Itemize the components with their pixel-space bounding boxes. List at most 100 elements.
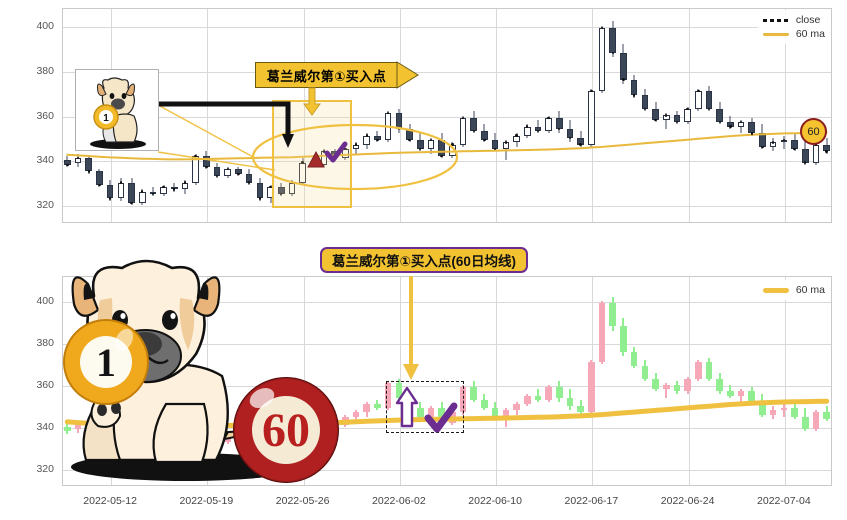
- candlestick: [352, 410, 360, 421]
- candle-body: [64, 427, 71, 432]
- candle-body: [673, 385, 681, 392]
- close-dot: [643, 107, 647, 110]
- close-dot: [66, 163, 69, 166]
- candlestick: [652, 372, 659, 392]
- close-dot: [247, 181, 251, 184]
- candle-body: [684, 378, 691, 392]
- close-dot: [98, 183, 101, 187]
- close-dot: [108, 197, 112, 200]
- gridline-horizontal: [63, 116, 831, 118]
- candle-wick: [665, 113, 667, 129]
- dotted-line-icon: [762, 15, 790, 25]
- bottom-legend: 60 ma: [757, 280, 831, 300]
- candlestick: [630, 347, 638, 369]
- x-tick-label: 2022-05-19: [179, 495, 234, 507]
- y-tick-label: 320: [36, 199, 54, 212]
- top-ma-line: [66, 131, 828, 161]
- legend-label-close: close: [795, 14, 821, 26]
- candle-body: [502, 410, 510, 417]
- close-dot: [365, 134, 368, 137]
- close-dot: [515, 134, 518, 137]
- close-dot: [632, 94, 636, 97]
- dog-with-ball-1-icon: 1: [90, 77, 146, 149]
- close-dot: [675, 121, 679, 124]
- gridline-vertical: [303, 9, 305, 222]
- candlestick: [481, 393, 488, 411]
- candlestick: [695, 360, 702, 381]
- candle-body: [438, 408, 445, 423]
- candle-body: [620, 326, 627, 352]
- bottom-callout-arrow-icon: [403, 276, 419, 380]
- candle-body: [630, 351, 638, 367]
- candle-body: [695, 362, 702, 379]
- gridline-horizontal: [63, 71, 831, 73]
- close-dot: [579, 143, 582, 146]
- close-dot: [493, 147, 497, 151]
- close-dot: [526, 125, 529, 128]
- bottom-chart-title-label: 葛兰威尔第①买入点(60日均线): [332, 254, 516, 269]
- close-dot: [162, 185, 165, 189]
- close-dot: [76, 156, 80, 160]
- close-dot: [782, 138, 786, 142]
- close-dot: [205, 165, 208, 169]
- close-dot: [173, 188, 176, 191]
- close-dot: [386, 112, 390, 115]
- bottom-dog-illustration: 1 60: [63, 259, 339, 483]
- candlestick: [748, 387, 756, 405]
- close-dot: [301, 161, 304, 164]
- svg-text:1: 1: [96, 340, 116, 385]
- close-dot: [793, 147, 796, 151]
- close-dot: [729, 125, 732, 128]
- gridline-vertical: [496, 9, 498, 222]
- candle-body: [737, 391, 745, 396]
- close-dot: [600, 26, 604, 30]
- close-dot: [590, 89, 593, 93]
- close-dot: [130, 201, 133, 205]
- candlestick: [523, 393, 531, 407]
- bottom-chart-panel: 320 340 360 380 400 2022-05-12 2022-05-19 2022…: [0, 246, 847, 520]
- candle-wick: [782, 404, 785, 417]
- candle-wick: [783, 135, 785, 150]
- gridline-horizontal: [63, 206, 831, 208]
- close-dot: [697, 89, 700, 93]
- top-dog-thumbnail: 1: [75, 69, 159, 151]
- candlestick: [491, 402, 499, 419]
- gridline-horizontal: [63, 161, 831, 163]
- close-dot: [344, 147, 347, 151]
- candle-body: [609, 303, 617, 327]
- bottom-highlight-rect: [386, 381, 464, 433]
- candlestick: [780, 404, 788, 417]
- x-tick-label: 2022-06-02: [372, 495, 426, 507]
- legend-item-60ma: 60 ma: [762, 27, 825, 41]
- gridline-horizontal: [63, 386, 831, 388]
- candlestick: [716, 372, 724, 394]
- candlestick: [513, 402, 520, 415]
- candle-body: [716, 378, 724, 392]
- close-dot: [483, 138, 486, 142]
- candlestick: [727, 385, 734, 398]
- top-legend: close 60 ma: [757, 10, 831, 44]
- legend-item-close: close: [762, 13, 825, 27]
- thick-line-icon: [762, 285, 790, 295]
- close-dot: [408, 138, 411, 142]
- candle-body: [534, 395, 542, 400]
- gridline-vertical: [784, 9, 786, 222]
- close-dot: [686, 107, 689, 110]
- candle-body: [416, 408, 424, 417]
- candle-body: [705, 362, 713, 379]
- top-banner-label: 葛兰威尔第①买入点: [266, 68, 387, 84]
- close-dot: [119, 181, 122, 184]
- gridline-vertical: [496, 277, 498, 485]
- svg-text:60: 60: [262, 404, 310, 457]
- y-tick-label: 400: [36, 19, 54, 32]
- y-tick-label: 340: [36, 421, 54, 434]
- candle-body: [555, 387, 563, 398]
- x-tick-label: 2022-05-26: [275, 495, 330, 507]
- y-tick-label: 340: [36, 154, 54, 167]
- candle-body: [598, 303, 606, 363]
- candlestick: [769, 406, 777, 419]
- candle-body: [662, 385, 670, 390]
- close-dot: [472, 129, 475, 133]
- candlestick: [555, 381, 563, 402]
